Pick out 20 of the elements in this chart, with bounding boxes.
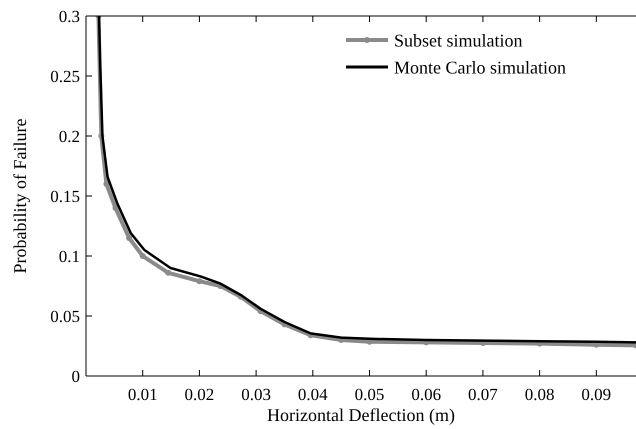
x-tick-label: 0.03 [241,385,271,404]
y-tick-label: 0.15 [50,186,80,206]
y-tick-label: 0.1 [58,246,80,266]
y-tick-label: 0 [72,366,80,386]
x-tick-label: 0.04 [298,385,328,404]
y-tick-label: 0.2 [58,126,80,146]
legend-label: Monte Carlo simulation [394,57,566,78]
x-tick-label: 0.09 [581,385,612,404]
y-tick-label: 0.05 [50,306,80,326]
legend-label: Subset simulation [394,30,523,50]
x-tick-label: 0.07 [468,385,498,404]
x-tick-label: 0.06 [411,385,442,404]
y-tick-label: 0.3 [58,6,80,26]
x-tick-label: 0.01 [128,385,158,404]
x-axis-title: Horizontal Deflection (m) [267,405,455,425]
y-tick-label: 0.25 [50,66,80,86]
x-tick-label: 0.05 [354,385,384,404]
x-tick-label: 0.02 [184,385,214,404]
x-tick-label: 0.08 [524,385,554,404]
y-axis-title: Probability of Failure [10,118,30,274]
